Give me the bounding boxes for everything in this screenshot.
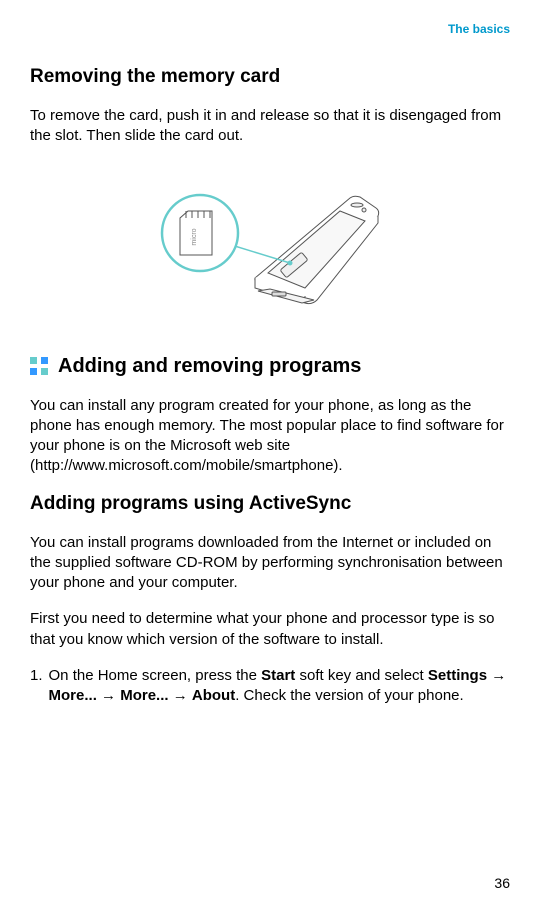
step-1-settings-label: Settings (428, 667, 487, 684)
step-1-about-label: About (192, 687, 235, 704)
section-squares-icon (30, 357, 48, 375)
svg-text:micro: micro (191, 228, 198, 245)
memory-card-illustration: micro (30, 163, 510, 313)
body-activesync-p2: First you need to determine what your ph… (30, 609, 510, 650)
step-1-text-post: . Check the version of your phone. (235, 687, 463, 704)
step-1-more1-label: More... (49, 687, 97, 704)
step-1-start-label: Start (261, 667, 295, 684)
step-1-content: On the Home screen, press the Start soft… (49, 666, 510, 707)
body-removing-memory-card: To remove the card, push it in and relea… (30, 106, 510, 147)
arrow-icon: → (97, 687, 120, 704)
page-number: 36 (494, 875, 510, 891)
step-1-more2-label: More... (120, 687, 168, 704)
heading-adding-removing-programs: Adding and removing programs (58, 355, 361, 378)
body-adding-removing-programs: You can install any program created for … (30, 396, 510, 477)
arrow-icon: → (487, 667, 506, 684)
step-1-number: 1. (30, 666, 43, 707)
step-1-text-pre: On the Home screen, press the (49, 667, 262, 684)
heading-adding-programs-activesync: Adding programs using ActiveSync (30, 493, 510, 515)
header-section-label: The basics (30, 22, 510, 36)
heading-removing-memory-card: Removing the memory card (30, 66, 510, 88)
step-1: 1. On the Home screen, press the Start s… (30, 666, 510, 707)
arrow-icon: → (169, 687, 192, 704)
step-1-text-mid1: soft key and select (295, 667, 428, 684)
body-activesync-p1: You can install programs downloaded from… (30, 533, 510, 594)
